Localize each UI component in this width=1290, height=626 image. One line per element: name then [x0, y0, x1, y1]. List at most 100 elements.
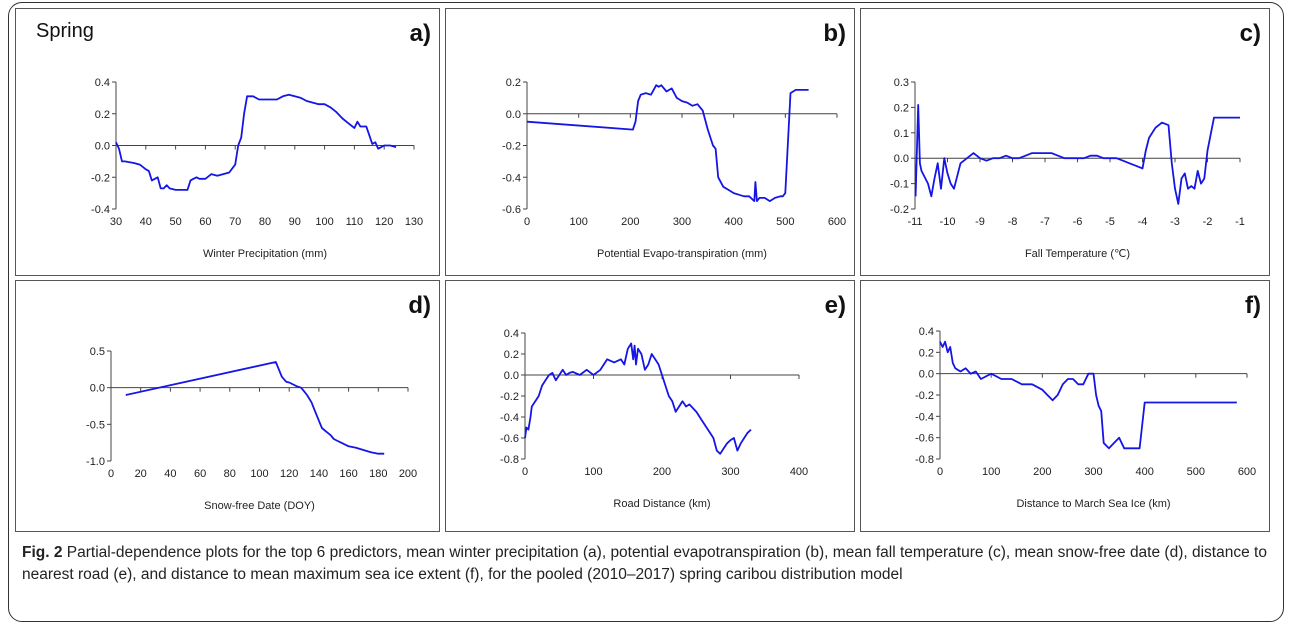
x-tick-label: 30	[110, 216, 122, 228]
chart-b: -0.6 -0.4 -0.2 0.0 0.2 0 100 200 300 400 500 600 Pot…	[502, 20, 846, 260]
figure-frame	[8, 2, 1284, 622]
x-tick-label: -1	[1235, 216, 1245, 228]
x-tick-label: 180	[369, 468, 387, 480]
x-tick-label: 80	[259, 216, 271, 228]
x-tick-label: 70	[229, 216, 241, 228]
x-tick-label: 200	[399, 468, 417, 480]
x-tick-label: 0	[937, 466, 943, 478]
chart-d: -1.0 -0.5 0.0 0.5 0 20 40 60 80 100 120 140 160 180 20…	[86, 292, 431, 512]
chart-e: -0.8 -0.6 -0.4 -0.2 0.0 0.2 0.4 0 100 200 300 400 Ro…	[500, 292, 846, 510]
x-tick-label: 0	[524, 216, 530, 228]
x-tick-label: -2	[1203, 216, 1213, 228]
x-tick-label: -7	[1040, 216, 1050, 228]
x-tick-label: -8	[1008, 216, 1018, 228]
x-tick-label: -6	[1073, 216, 1083, 228]
x-tick-label: 90	[289, 216, 301, 228]
y-tick-label: 0.2	[95, 109, 110, 121]
y-tick-label: -0.4	[502, 172, 521, 184]
series-line	[524, 342, 752, 455]
x-tick-label: 400	[724, 216, 742, 228]
x-tick-label: 110	[346, 216, 364, 228]
panel-label: b)	[823, 20, 846, 47]
y-tick-label: -0.8	[500, 454, 519, 466]
x-tick-label: 600	[1238, 466, 1256, 478]
panel-label: e)	[825, 292, 846, 319]
chart-f: -0.8 -0.6 -0.4 -0.2 0.0 0.2 0.4 0 100 200 300 400 50…	[915, 292, 1261, 510]
x-tick-label: 600	[828, 216, 846, 228]
x-tick-label: -4	[1138, 216, 1148, 228]
y-tick-label: -0.5	[86, 419, 105, 431]
y-tick-label: 0.2	[506, 77, 521, 89]
panel-label: a)	[410, 20, 431, 47]
y-tick-label: 0.2	[504, 349, 519, 361]
y-tick-label: 0.2	[894, 102, 909, 114]
x-tick-label: -5	[1105, 216, 1115, 228]
series-line	[125, 361, 385, 455]
x-tick-label: 400	[790, 466, 808, 478]
x-tick-label: 120	[280, 468, 298, 480]
x-tick-label: -9	[975, 216, 985, 228]
x-tick-label: 400	[1135, 466, 1153, 478]
y-tick-label: 0.4	[919, 326, 934, 338]
x-tick-label: 500	[1187, 466, 1205, 478]
x-tick-label: 80	[224, 468, 236, 480]
x-tick-label: 130	[405, 216, 423, 228]
x-tick-label: 100	[569, 216, 587, 228]
panel-d: -1.0 -0.5 0.0 0.5 0 20 40 60 80 100 120 140 160 180 20…	[15, 280, 440, 532]
y-tick-label: 0.0	[506, 109, 521, 121]
series-line	[939, 340, 1237, 450]
x-axis-label: Distance to March Sea Ice (km)	[1016, 498, 1170, 510]
y-tick-label: -0.1	[890, 179, 909, 191]
panel-a: -0.4 -0.2 0.0 0.2 0.4 30 40 50 60 70 80 90 100 110 120…	[15, 8, 440, 276]
series-line	[115, 93, 397, 191]
figure-caption: Fig. 2 Partial-dependence plots for the …	[22, 542, 1272, 586]
panel-b: -0.6 -0.4 -0.2 0.0 0.2 0 100 200 300 400 500 600 Pot…	[445, 8, 855, 276]
x-tick-label: 60	[199, 216, 211, 228]
x-tick-label: -10	[940, 216, 956, 228]
y-tick-label: 0.0	[90, 383, 105, 395]
y-tick-label: -0.6	[915, 433, 934, 445]
x-tick-label: 100	[982, 466, 1000, 478]
x-tick-label: 200	[621, 216, 639, 228]
figure-tag: Spring	[36, 20, 94, 42]
y-tick-label: -1.0	[86, 456, 105, 468]
panel-f: -0.8 -0.6 -0.4 -0.2 0.0 0.2 0.4 0 100 200 300 400 50…	[860, 280, 1270, 532]
x-tick-label: 60	[194, 468, 206, 480]
series-line	[526, 84, 809, 203]
panel-c: -0.2 -0.1 0.0 0.1 0.2 0.3 -11 -10 -9 -8 -7 -6 -5 -4 -3…	[860, 8, 1270, 276]
x-tick-label: 120	[375, 216, 393, 228]
x-tick-label: 300	[721, 466, 739, 478]
y-tick-label: 0.0	[894, 153, 909, 165]
x-axis-label: Winter Precipitation (mm)	[203, 248, 327, 260]
y-tick-label: -0.4	[915, 411, 934, 423]
x-tick-label: 100	[584, 466, 602, 478]
y-tick-label: 0.5	[90, 346, 105, 358]
panel-e: -0.8 -0.6 -0.4 -0.2 0.0 0.2 0.4 0 100 200 300 400 Ro…	[445, 280, 855, 532]
x-tick-label: 160	[339, 468, 357, 480]
y-tick-label: 0.1	[894, 128, 909, 140]
caption-fig-label: Fig. 2	[22, 544, 63, 561]
x-tick-label: 300	[673, 216, 691, 228]
x-tick-label: 50	[169, 216, 181, 228]
y-tick-label: -0.6	[500, 433, 519, 445]
y-tick-label: -0.2	[915, 390, 934, 402]
x-axis-label: Fall Temperature (℃)	[1025, 248, 1130, 260]
x-tick-label: 100	[250, 468, 268, 480]
x-tick-label: 20	[135, 468, 147, 480]
x-tick-label: 500	[776, 216, 794, 228]
y-tick-label: 0.0	[504, 370, 519, 382]
chart-a: -0.4 -0.2 0.0 0.2 0.4 30 40 50 60 70 80 90 100 110 120…	[36, 20, 431, 260]
panel-label: d)	[408, 292, 431, 319]
x-tick-label: -3	[1170, 216, 1180, 228]
y-tick-label: -0.2	[500, 391, 519, 403]
x-axis-label: Snow-free Date (DOY)	[204, 500, 315, 512]
x-axis-label: Potential Evapo-transpiration (mm)	[597, 248, 767, 260]
y-tick-label: 0.4	[95, 77, 110, 89]
x-axis-label: Road Distance (km)	[613, 498, 710, 510]
y-tick-label: 0.4	[504, 328, 519, 340]
x-tick-label: 0	[108, 468, 114, 480]
y-tick-label: 0.0	[919, 369, 934, 381]
y-tick-label: -0.6	[502, 204, 521, 216]
caption-text: Partial-dependence plots for the top 6 p…	[22, 544, 1267, 583]
x-tick-label: 40	[164, 468, 176, 480]
